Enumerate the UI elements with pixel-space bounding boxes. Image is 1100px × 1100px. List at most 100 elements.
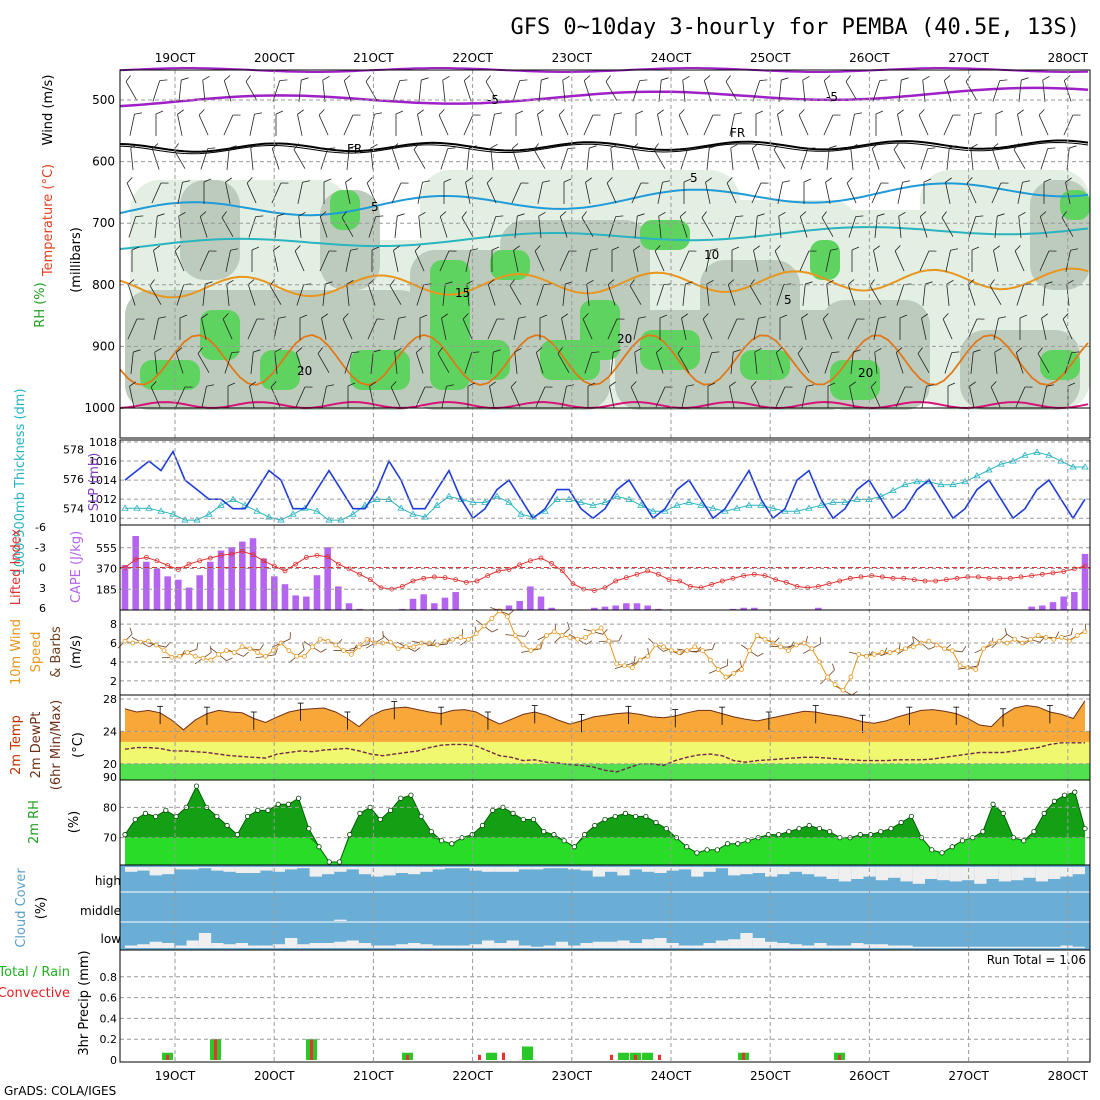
wind-barb-shaft <box>989 285 1002 305</box>
wind-barb <box>154 348 162 374</box>
wind-barb <box>1043 178 1052 204</box>
wind-barb <box>512 79 528 102</box>
li-point <box>549 561 555 566</box>
wind-barb <box>202 76 210 102</box>
cloud-high-bar <box>814 867 827 877</box>
wind-barb <box>341 211 354 237</box>
wind-speed-point <box>957 663 963 669</box>
wind-speed-point <box>606 638 612 644</box>
wind-barb-flag <box>630 381 637 388</box>
cloud-low-bar <box>223 944 236 948</box>
cloud-low-bar <box>678 945 692 948</box>
wind-barb <box>945 248 959 272</box>
wind-barb-shaft <box>606 182 617 204</box>
wind-barb <box>371 246 380 272</box>
wind-barb <box>247 318 265 340</box>
wind-barb-flag <box>512 143 519 149</box>
wind-barb <box>898 77 909 102</box>
cloud-low-bar <box>1035 946 1049 948</box>
wind-barb <box>682 76 690 102</box>
wind-barb <box>750 381 761 408</box>
wind-barb <box>178 212 186 238</box>
wind-barb-shaft <box>1041 318 1047 340</box>
wind-barb-flag <box>438 109 445 116</box>
cloud-low-bar <box>469 944 482 948</box>
li-point <box>506 567 512 572</box>
wind-barb-flag <box>709 145 717 149</box>
wind-barb <box>463 75 472 102</box>
wind-barb <box>271 182 289 204</box>
wind-barb-flag <box>638 316 647 319</box>
wind-barb-shaft <box>1018 80 1022 102</box>
wind-barb-flag <box>686 384 695 387</box>
cloud-low-bar <box>445 945 458 948</box>
thickness-point <box>757 501 765 508</box>
cloud-high-bar <box>629 867 642 870</box>
wind-barb-flag <box>918 109 925 116</box>
wind-barb-shaft <box>415 386 426 408</box>
cloud-low-bar <box>481 940 495 948</box>
wind-barb-shaft <box>874 216 878 238</box>
wind-barb-flag <box>753 245 760 251</box>
wind-barb-shaft <box>823 80 832 102</box>
wind-barb-shaft <box>753 318 759 340</box>
wind-barb-flag <box>779 314 788 319</box>
wind-barb-flag <box>752 143 759 149</box>
li-point <box>517 562 523 568</box>
wind-speed-point <box>505 614 510 620</box>
wind-barb-shaft <box>370 352 374 374</box>
wind-barb-shaft <box>895 352 904 374</box>
wind-barb-shaft <box>126 182 137 204</box>
panel-frame-precip <box>119 949 1091 1063</box>
wind-barb <box>608 215 624 238</box>
rh-point <box>163 807 169 813</box>
wind-barb <box>275 110 284 136</box>
wind-barb-flag <box>710 248 719 251</box>
wind-barb-shaft <box>202 80 206 102</box>
surface-barb-flag <box>196 642 199 650</box>
wind-speed-point <box>848 674 854 680</box>
temp-axis-label: 2m Temp <box>9 715 24 775</box>
cloud-low-bar <box>555 941 569 948</box>
li-point <box>218 552 224 558</box>
rh-point <box>888 825 894 832</box>
wind-barb-shaft <box>129 114 135 136</box>
wind-barb <box>610 144 618 170</box>
cloud-high-bar <box>851 867 864 879</box>
wind-barb-shaft <box>463 80 472 102</box>
wind-barb-shaft <box>897 182 903 204</box>
wind-barb <box>249 112 263 136</box>
wind-barb-shaft <box>825 182 831 204</box>
temp-unit-label: (°C) <box>71 732 86 758</box>
wind-barb <box>1015 347 1024 374</box>
wind-barb <box>605 75 618 101</box>
wind-barb-shaft <box>704 352 713 374</box>
wind-barb-shaft <box>319 250 330 272</box>
wind-speed-point <box>231 650 237 655</box>
wind-barb-flag <box>922 76 930 81</box>
wind-barb-shaft <box>153 250 159 272</box>
wind-barb-flag <box>1071 351 1080 353</box>
wind-barb-flag <box>445 281 453 285</box>
wind-barb <box>873 316 887 340</box>
wind-barb-shaft <box>657 182 663 204</box>
wind-barb-flag <box>413 143 419 150</box>
wind-barb <box>893 143 906 169</box>
dew-band <box>120 741 1090 764</box>
wind-barb <box>129 381 136 408</box>
wind-barb <box>274 213 285 238</box>
wind-speed-point <box>364 636 370 642</box>
surface-barb-flag <box>508 609 515 615</box>
wind-speed-point <box>856 651 862 657</box>
cape-bar <box>271 576 278 610</box>
rh-point <box>571 844 577 850</box>
wind-barb <box>725 75 738 101</box>
wind-barb-flag <box>729 381 736 387</box>
wind-barb <box>461 211 474 237</box>
wind-barb-flag <box>200 211 207 217</box>
wind-barb-shaft <box>367 284 376 306</box>
contour-label: -5 <box>826 90 838 104</box>
wind-barb-flag <box>437 347 443 354</box>
wind-barb-shaft <box>439 216 448 238</box>
wind-barb <box>509 279 522 305</box>
